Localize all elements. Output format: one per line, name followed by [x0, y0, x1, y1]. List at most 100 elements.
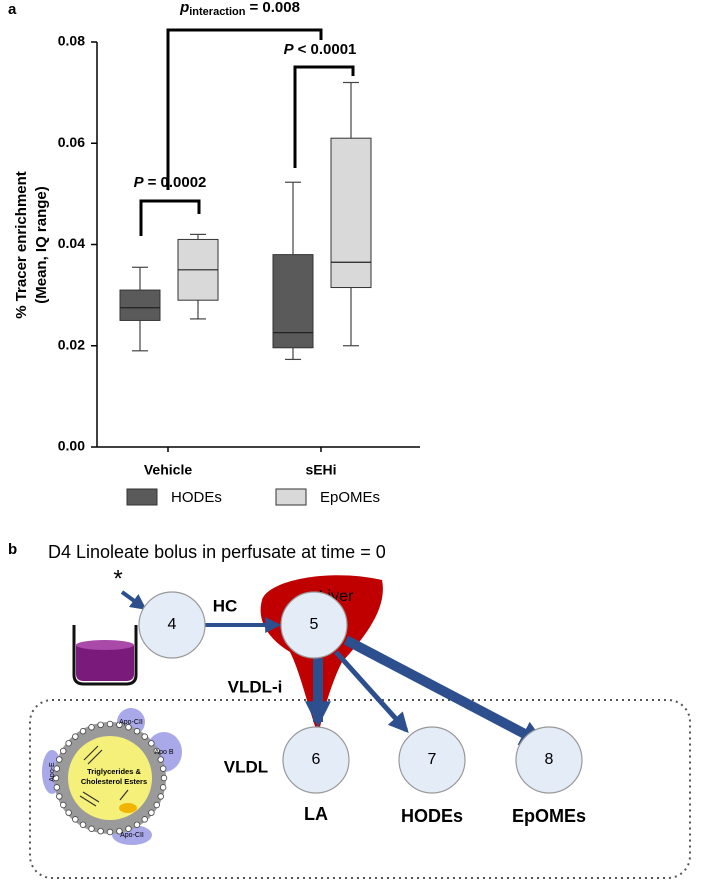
arrow — [343, 635, 547, 748]
phospholipid — [148, 809, 155, 816]
core-label: Cholesterol Esters — [81, 777, 147, 786]
box — [272, 254, 314, 349]
y-tick-label: 0.02 — [58, 336, 85, 352]
phospholipid — [106, 828, 114, 836]
phospholipid — [116, 827, 123, 835]
node — [280, 591, 348, 659]
flux-label: VLDL-i — [228, 677, 283, 696]
apo-label: Apo B — [154, 749, 173, 756]
phospholipid — [141, 733, 148, 740]
phospholipid — [97, 827, 104, 835]
y-tick-label: 0.08 — [58, 33, 85, 49]
phospholipid — [79, 821, 87, 828]
phospholipid — [56, 793, 63, 800]
arrow — [120, 590, 147, 610]
phospholipid — [106, 720, 114, 728]
node-label: 5 — [310, 616, 319, 633]
y-tick-label: 0.06 — [58, 134, 85, 150]
annotation-symbol: P — [134, 174, 145, 191]
phospholipid — [53, 765, 61, 772]
phospholipid — [60, 801, 67, 809]
diagram: b D4 Linoleate bolus in perfusate at tim… — [8, 541, 691, 879]
apo-label: Apo-CII — [119, 719, 143, 726]
node-label: LA — [304, 804, 328, 824]
y-axis-label: (Mean, IQ range) — [33, 186, 50, 304]
box — [330, 137, 372, 289]
phospholipid — [79, 728, 87, 735]
core — [68, 736, 152, 820]
phospholipid — [97, 721, 104, 729]
node — [282, 726, 350, 794]
annotation-subscript: interaction — [189, 6, 246, 18]
nodes: 4 5 6 7 8 — [138, 591, 583, 794]
significance-bracket — [293, 65, 355, 168]
legend-label: HODEs — [171, 489, 222, 506]
phospholipid — [65, 740, 72, 747]
phospholipid — [125, 724, 132, 731]
phospholipid — [56, 756, 63, 763]
phospholipid — [157, 756, 164, 763]
annotation: P = 0.0002 — [134, 174, 207, 191]
x-tick-label: sEHi — [305, 462, 336, 478]
diagram-title: D4 Linoleate bolus in perfusate at time … — [48, 542, 386, 562]
node-label: HODEs — [401, 806, 463, 826]
annotation-text: < 0.0001 — [298, 41, 357, 58]
perfusate — [76, 642, 134, 681]
vldl-compartment — [29, 699, 691, 879]
phospholipid — [72, 733, 79, 740]
node-label: 8 — [545, 751, 554, 768]
asterisk: * — [113, 565, 122, 592]
annotation: P < 0.0001 — [284, 41, 357, 58]
panel-label: b — [8, 541, 17, 558]
lipoprotein: Triglycerides & Cholesterol Esters Apo-C… — [42, 708, 182, 845]
phospholipid — [153, 801, 160, 809]
annotation-symbol: P — [284, 41, 295, 58]
phospholipid — [153, 747, 160, 755]
node — [515, 726, 583, 794]
phospholipid — [88, 724, 95, 731]
phospholipid — [60, 747, 67, 755]
phospholipid — [72, 816, 79, 823]
compartment-label: VLDL — [224, 757, 268, 776]
phospholipid — [125, 825, 132, 832]
node-label: 6 — [312, 751, 321, 768]
box-chart: a % Tracer enrichment (Mean, IQ range) 0… — [8, 0, 420, 506]
significance-bracket — [139, 199, 201, 236]
significance-bracket — [166, 28, 323, 190]
legend-swatch — [126, 488, 158, 506]
annotation-text: = 0.008 — [249, 0, 299, 16]
phospholipid — [159, 784, 167, 791]
phospholipid — [141, 816, 148, 823]
node-label: EpOMEs — [512, 806, 586, 826]
x-tick-label: Vehicle — [144, 462, 192, 478]
legend-swatch — [275, 488, 307, 506]
annotation-symbol: p — [179, 0, 189, 16]
annotation-text: = 0.0002 — [148, 174, 207, 191]
phospholipid — [88, 825, 95, 832]
phospholipid — [133, 728, 141, 735]
panel-label: a — [8, 1, 17, 18]
phospholipid — [53, 784, 61, 791]
apo-label: Apo-E — [49, 762, 56, 782]
box — [119, 289, 161, 321]
core-label: Triglycerides & — [87, 767, 141, 776]
legend-label: EpOMEs — [320, 489, 380, 506]
annotation: pinteraction = 0.008 — [179, 0, 300, 18]
lipid — [79, 745, 129, 807]
phospholipid — [52, 774, 60, 782]
node — [138, 591, 206, 659]
phospholipid — [65, 809, 72, 816]
arrow — [334, 650, 409, 733]
apo-label: Apo-CII — [120, 832, 144, 839]
phospholipid — [157, 793, 164, 800]
flux-label: HC — [213, 596, 238, 615]
perfusate-surface — [76, 640, 134, 650]
phospholipid — [159, 765, 167, 772]
phospholipid — [148, 740, 155, 747]
y-axis-label: % Tracer enrichment — [13, 171, 30, 319]
y-tick-label: 0.00 — [58, 438, 85, 454]
inclusion — [119, 803, 137, 813]
node — [398, 726, 466, 794]
node-label: 7 — [428, 751, 437, 768]
phospholipid — [160, 774, 168, 782]
